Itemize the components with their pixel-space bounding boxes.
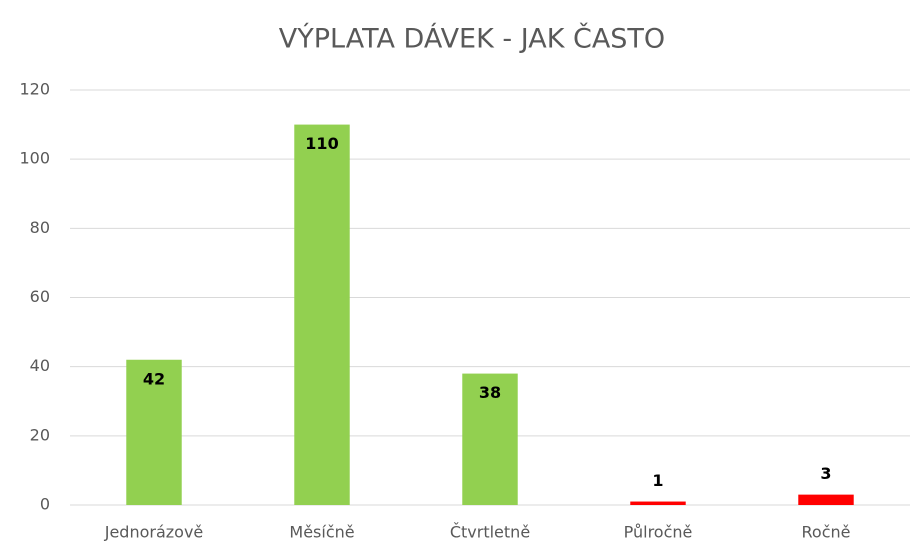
y-tick-label: 0 — [40, 495, 50, 514]
data-label: 1 — [652, 471, 663, 490]
bar — [126, 359, 182, 505]
bar — [462, 373, 518, 505]
data-label: 38 — [479, 383, 501, 402]
data-label: 3 — [820, 464, 831, 483]
chart-title: VÝPLATA DÁVEK - JAK ČASTO — [279, 23, 665, 55]
x-tick-label: Půlročně — [624, 523, 693, 542]
x-tick-label: Ročně — [802, 523, 851, 542]
y-tick-label: 120 — [19, 80, 50, 99]
y-tick-label: 40 — [30, 356, 50, 375]
y-tick-label: 60 — [30, 287, 50, 306]
bar — [798, 494, 854, 505]
bar — [630, 501, 686, 505]
y-tick-label: 100 — [19, 149, 50, 168]
y-tick-label: 20 — [30, 425, 50, 444]
data-label: 42 — [143, 369, 165, 388]
bar — [294, 124, 350, 505]
data-label: 110 — [305, 134, 338, 153]
x-tick-label: Měsíčně — [289, 523, 354, 542]
x-tick-label: Čtvrtletně — [450, 523, 530, 542]
x-tick-label: Jednorázově — [104, 523, 204, 542]
y-tick-label: 80 — [30, 218, 50, 237]
